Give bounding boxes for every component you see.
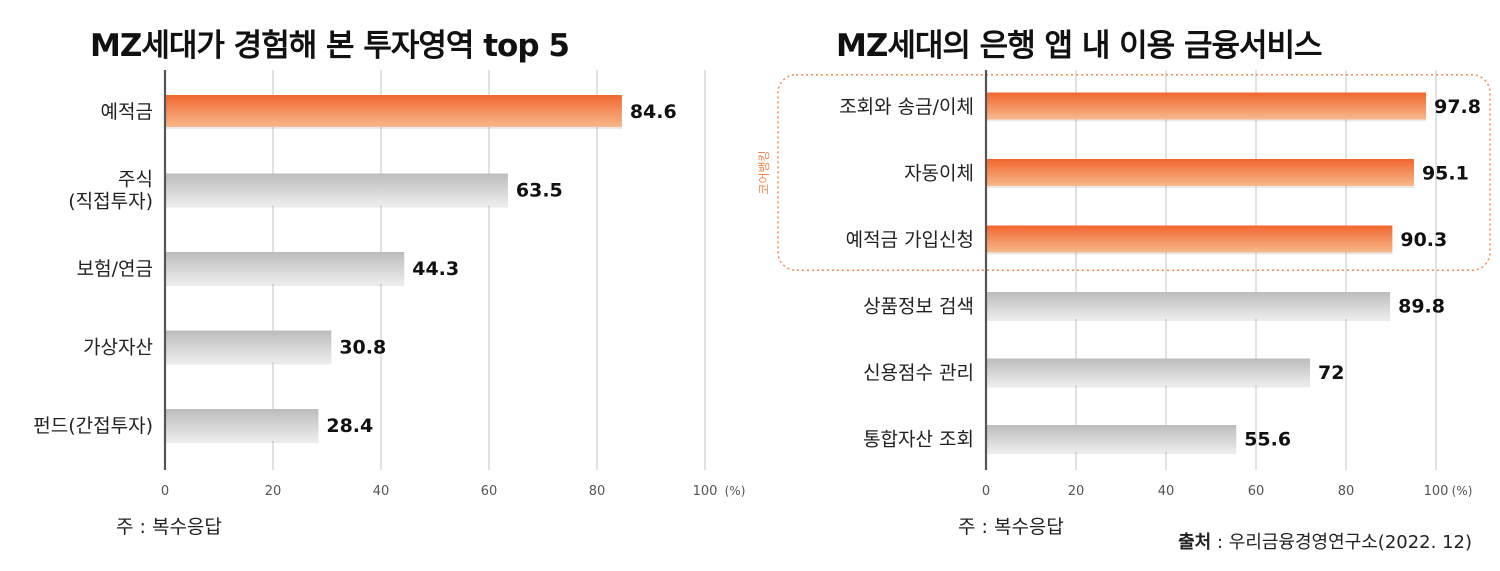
value-label: 95.1 bbox=[1422, 163, 1469, 185]
x-tick-label: 0 bbox=[982, 484, 990, 499]
category-label: 주식 bbox=[118, 169, 153, 191]
value-label: 84.6 bbox=[630, 101, 677, 123]
x-tick-label: 40 bbox=[373, 484, 390, 499]
category-label: (직접투자) bbox=[68, 191, 153, 213]
bar bbox=[165, 95, 622, 127]
value-label: 97.8 bbox=[1434, 96, 1481, 118]
x-tick-label: 20 bbox=[265, 484, 282, 499]
bar bbox=[986, 225, 1393, 253]
category-label: 예적금 bbox=[101, 101, 153, 123]
bar bbox=[986, 425, 1237, 452]
chart-title-left: MZ세대가 경험해 본 투자영역 top 5 bbox=[90, 28, 570, 64]
x-tick-label: 0 bbox=[161, 484, 169, 499]
bar bbox=[986, 92, 1427, 120]
category-label: 예적금 가입신청 bbox=[846, 229, 974, 251]
value-label: 72 bbox=[1318, 362, 1344, 384]
x-tick-label: 100 bbox=[1424, 484, 1449, 499]
x-tick-label: 80 bbox=[589, 484, 606, 499]
chart-title-right: MZ세대의 은행 앱 내 이용 금융서비스 bbox=[836, 28, 1323, 64]
category-label: 신용점수 관리 bbox=[863, 362, 974, 384]
chart-right: 0 20 40 60 80 100 (%) 코어뱅킹 97.8 조회와 송금/이체 95.1 자동이체… bbox=[757, 70, 1491, 499]
x-unit-label: (%) bbox=[1452, 484, 1473, 498]
source-text: : 우리금융경영연구소(2022. 12) bbox=[1211, 532, 1472, 553]
x-tick-label: 60 bbox=[481, 484, 498, 499]
bar bbox=[165, 330, 332, 363]
bar bbox=[986, 358, 1310, 386]
category-label: 보험/연금 bbox=[77, 258, 153, 280]
source-note: 출처 : 우리금융경영연구소(2022. 12) bbox=[1178, 528, 1472, 554]
note-right: 주 : 복수응답 bbox=[958, 516, 1064, 538]
chart-left: 0 20 40 60 80 100 (%) 84.6 예적금 63.5 주식(직접투자) 44.3 보험… bbox=[33, 70, 745, 499]
x-unit-label: (%) bbox=[725, 484, 746, 498]
category-label: 상품정보 검색 bbox=[863, 296, 974, 318]
group-label: 코어뱅킹 bbox=[757, 150, 771, 194]
bar bbox=[165, 252, 405, 284]
x-tick-label: 60 bbox=[1248, 484, 1265, 499]
category-label: 펀드(간접투자) bbox=[33, 415, 153, 437]
x-tick-label: 100 bbox=[693, 484, 718, 499]
value-label: 55.6 bbox=[1244, 429, 1291, 451]
value-label: 89.8 bbox=[1398, 296, 1445, 318]
category-label: 조회와 송금/이체 bbox=[839, 96, 974, 118]
category-label: 자동이체 bbox=[904, 163, 974, 185]
value-label: 63.5 bbox=[516, 180, 563, 202]
category-label: 통합자산 조회 bbox=[863, 429, 974, 451]
value-label: 30.8 bbox=[339, 337, 386, 359]
category-label: 가상자산 bbox=[83, 337, 153, 359]
bar bbox=[986, 159, 1414, 186]
source-label: 출처 bbox=[1178, 532, 1212, 553]
value-label: 90.3 bbox=[1400, 229, 1447, 251]
value-label: 44.3 bbox=[412, 258, 459, 280]
note-left: 주 : 복수응답 bbox=[116, 516, 222, 538]
value-label: 28.4 bbox=[326, 415, 373, 437]
bar bbox=[165, 409, 319, 441]
bar bbox=[986, 292, 1391, 319]
bar bbox=[165, 173, 508, 206]
x-tick-label: 40 bbox=[1158, 484, 1175, 499]
core-banking-bracket bbox=[777, 74, 1491, 271]
x-tick-label: 20 bbox=[1068, 484, 1085, 499]
x-tick-label: 80 bbox=[1338, 484, 1355, 499]
